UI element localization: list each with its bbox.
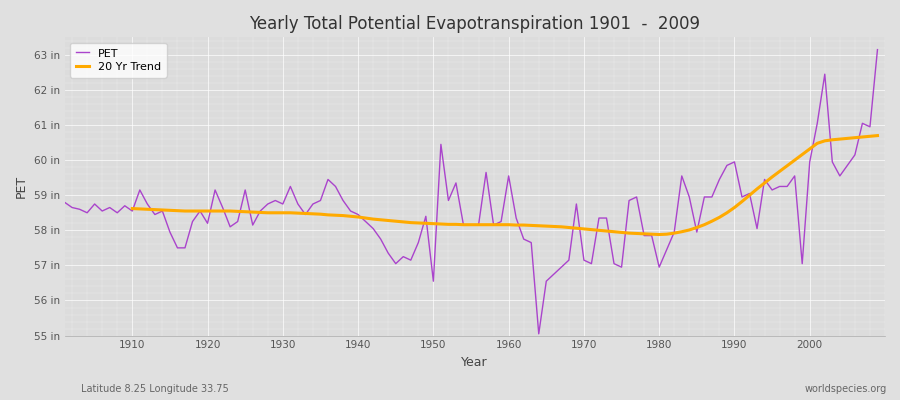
Line: PET: PET [65, 50, 878, 334]
PET [330, 184, 341, 189]
PET [285, 184, 296, 189]
X-axis label: Year: Year [462, 356, 488, 369]
20 Yr Trend [511, 223, 522, 228]
20 Yr Trend [819, 138, 830, 143]
PET [496, 219, 507, 224]
Line: 20 Yr Trend: 20 Yr Trend [132, 136, 877, 234]
Title: Yearly Total Potential Evapotranspiration 1901  -  2009: Yearly Total Potential Evapotranspiratio… [249, 15, 700, 33]
PET [59, 200, 70, 205]
PET [534, 332, 544, 336]
20 Yr Trend [270, 210, 281, 215]
20 Yr Trend [653, 232, 664, 237]
Text: Latitude 8.25 Longitude 33.75: Latitude 8.25 Longitude 33.75 [81, 384, 229, 394]
Legend: PET, 20 Yr Trend: PET, 20 Yr Trend [70, 43, 166, 78]
20 Yr Trend [300, 211, 310, 216]
20 Yr Trend [842, 136, 853, 141]
PET [503, 174, 514, 178]
PET [120, 203, 130, 208]
Text: worldspecies.org: worldspecies.org [805, 384, 886, 394]
PET [872, 47, 883, 52]
Y-axis label: PET: PET [15, 175, 28, 198]
PET [601, 216, 612, 220]
20 Yr Trend [571, 226, 581, 231]
20 Yr Trend [127, 206, 138, 211]
20 Yr Trend [872, 133, 883, 138]
